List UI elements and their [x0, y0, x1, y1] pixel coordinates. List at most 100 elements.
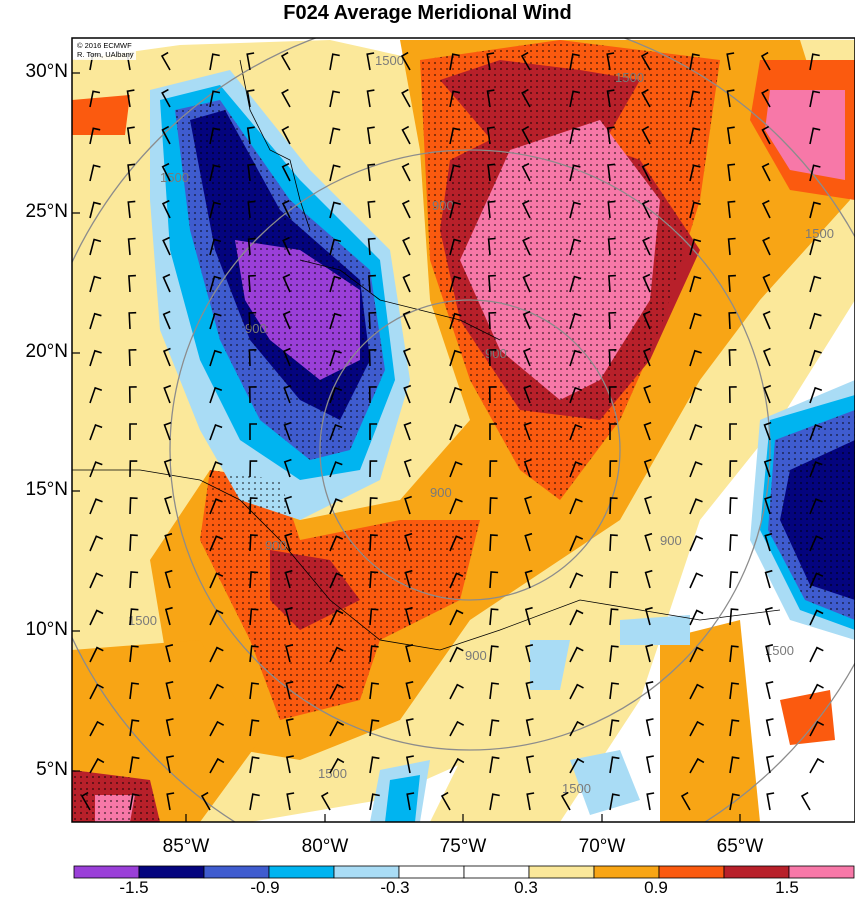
- wind-barb-179: [368, 386, 377, 404]
- wind-barb-213: [209, 461, 223, 478]
- wind-barb-157: [248, 349, 257, 367]
- wind-barb-184: [569, 386, 583, 404]
- wind-barb-70: [569, 164, 581, 182]
- wind-barb-51: [569, 127, 581, 145]
- wind-barb-266: [809, 535, 824, 552]
- wind-barb-98: [162, 236, 171, 256]
- range-ring-label-4: 900: [485, 346, 507, 361]
- wind-barb-29: [449, 90, 461, 108]
- wind-barb-45: [329, 127, 341, 145]
- wind-barb-283: [729, 571, 739, 589]
- range-ring-2: [169, 149, 771, 751]
- range-ring-label-1: 1500: [160, 170, 189, 185]
- wind-barb-255: [369, 534, 378, 552]
- wind-barb-339: [689, 683, 704, 700]
- wind-barb-235: [329, 498, 343, 515]
- wind-barb-182: [488, 386, 497, 404]
- wind-barb-8: [366, 52, 375, 71]
- wind-barb-175: [209, 386, 223, 404]
- wind-barb-344: [129, 719, 140, 737]
- credit-line-1: © 2016 ECMWF: [77, 41, 132, 50]
- colorbar-label-neg0-9: -0.9: [250, 878, 280, 897]
- wind-barb-392: [526, 792, 535, 811]
- range-ring-label-12: 1500: [128, 613, 157, 628]
- wind-barb-268: [129, 571, 139, 589]
- wind-barb-358: [689, 720, 705, 737]
- wind-barb-399: [800, 791, 811, 811]
- wind-barb-19: [809, 53, 820, 71]
- wind-barb-77: [89, 201, 101, 219]
- wind-barb-372: [489, 756, 500, 774]
- wind-barb-61: [209, 164, 221, 182]
- wind-barb-108: [569, 238, 582, 256]
- wind-barb-302: [729, 608, 739, 626]
- wind-barb-24: [246, 89, 255, 108]
- wind-barb-323: [809, 646, 824, 663]
- wind-barb-257: [449, 535, 464, 552]
- wind-barb-147: [608, 311, 617, 330]
- wind-barb-102: [329, 238, 342, 256]
- wind-barb-271: [249, 571, 259, 589]
- wind-barb-107: [522, 236, 531, 256]
- wind-barb-227: [763, 458, 772, 478]
- wind-barb-384: [200, 791, 211, 811]
- wind-barb-137: [209, 312, 222, 330]
- wind-barb-54: [689, 127, 701, 145]
- wind-barb-66: [401, 162, 411, 182]
- wind-barb-291: [284, 606, 293, 626]
- field-lightblue-spot: [530, 640, 570, 690]
- wind-barb-120: [282, 273, 291, 293]
- colorbar-swatch-2: [138, 865, 205, 879]
- colorbar-swatch-11: [723, 865, 790, 879]
- wind-barb-242: [609, 497, 618, 515]
- wind-barb-383: [166, 792, 175, 811]
- lat-label-25n: 25°N: [25, 201, 68, 222]
- wind-barb-78: [127, 200, 136, 219]
- wind-barb-156: [209, 349, 222, 367]
- wind-barb-40: [126, 126, 135, 145]
- wind-barb-201: [489, 423, 497, 440]
- wind-barb-209: [809, 423, 823, 441]
- wind-barb-200: [449, 423, 463, 441]
- wind-barb-99: [209, 238, 222, 256]
- wind-barb-359: [729, 719, 740, 737]
- wind-barb-370: [405, 755, 414, 774]
- wind-barb-396: [680, 791, 691, 811]
- wind-barb-155: [162, 347, 171, 367]
- wind-barb-26: [329, 90, 341, 108]
- wind-barb-208: [763, 421, 772, 441]
- stipple-region-5: [72, 770, 160, 822]
- wind-barb-279: [569, 572, 584, 589]
- wind-barb-28: [401, 88, 411, 108]
- colorbar-swatch-9: [593, 865, 660, 879]
- wind-barb-13: [569, 53, 580, 71]
- wind-barb-14: [606, 52, 615, 71]
- wind-barb-350: [369, 719, 380, 737]
- wind-barb-294: [404, 606, 413, 626]
- wind-barb-101: [282, 236, 291, 256]
- wind-barb-304: [809, 609, 824, 626]
- wind-barb-395: [646, 792, 655, 811]
- wind-barb-223: [609, 460, 618, 478]
- wind-barb-32: [569, 90, 581, 108]
- wind-barb-62: [247, 163, 256, 182]
- wind-barb-141: [368, 311, 377, 330]
- wind-barb-160: [368, 349, 377, 367]
- wind-barb-169: [728, 349, 737, 367]
- wind-barb-195: [249, 423, 257, 440]
- wind-barb-122: [368, 274, 376, 293]
- range-ring-label-10: 1500: [615, 70, 644, 85]
- wind-barb-47: [401, 125, 411, 145]
- wind-barb-316: [525, 644, 534, 663]
- wind-barb-264: [729, 534, 738, 552]
- wind-barb-299: [609, 608, 619, 626]
- wind-barb-245: [729, 497, 738, 515]
- wind-barb-305: [89, 646, 104, 663]
- wind-barb-345: [165, 718, 174, 737]
- wind-barb-93: [727, 200, 736, 219]
- wind-barb-139: [282, 310, 291, 330]
- wind-barb-327: [209, 683, 224, 700]
- wind-barb-53: [641, 125, 651, 145]
- wind-barb-230: [129, 497, 138, 515]
- colorbar-swatch-5: [333, 865, 400, 879]
